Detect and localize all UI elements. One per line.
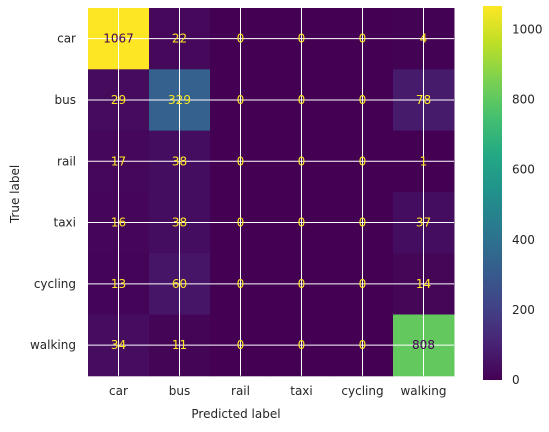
cell-value-label: 14 xyxy=(416,277,431,291)
cell-value-label: 1067 xyxy=(103,32,134,46)
colorbar-tick-label: 1000 xyxy=(512,22,543,36)
colorbar-ticks: 0 200 400 600 800 1000 xyxy=(512,22,543,387)
x-tick-label: bus xyxy=(169,384,190,398)
cell-value-label: 0 xyxy=(298,93,306,107)
cell-value-label: 0 xyxy=(359,277,367,291)
cell-value-label: 0 xyxy=(237,338,245,352)
cell-value-label: 0 xyxy=(237,216,245,230)
y-tick-label: taxi xyxy=(54,216,77,230)
heatmap-gridlines xyxy=(88,8,454,376)
cell-value-label: 0 xyxy=(359,32,367,46)
cell-value-label: 0 xyxy=(237,32,245,46)
cell-value-label: 38 xyxy=(172,216,187,230)
cell-value-label: 0 xyxy=(298,338,306,352)
cell-value-label: 808 xyxy=(412,338,435,352)
cell-value-label: 16 xyxy=(111,216,126,230)
cell-value-label: 0 xyxy=(237,277,245,291)
cell-value-label: 78 xyxy=(416,93,431,107)
x-tick-label: walking xyxy=(400,384,446,398)
cell-value-label: 0 xyxy=(359,93,367,107)
y-tick-label: rail xyxy=(57,154,76,168)
cell-value-label: 0 xyxy=(298,277,306,291)
cell-value-label: 13 xyxy=(111,277,126,291)
cell-value-label: 1 xyxy=(420,154,428,168)
cell-value-label: 4 xyxy=(420,32,428,46)
cell-value-label: 0 xyxy=(298,32,306,46)
cell-value-label: 0 xyxy=(359,216,367,230)
cell-value-label: 34 xyxy=(111,338,126,352)
cell-value-label: 29 xyxy=(111,93,126,107)
x-axis-ticks: car bus rail taxi cycling walking xyxy=(109,384,446,398)
cell-value-label: 0 xyxy=(359,338,367,352)
colorbar-tick-label: 800 xyxy=(512,93,535,107)
colorbar-tick-label: 400 xyxy=(512,233,535,247)
colorbar-tick-label: 200 xyxy=(512,303,535,317)
cell-value-label: 0 xyxy=(359,154,367,168)
x-tick-label: car xyxy=(109,384,128,398)
y-tick-label: car xyxy=(57,32,76,46)
cell-value-label: 60 xyxy=(172,277,187,291)
x-tick-label: cycling xyxy=(341,384,383,398)
colorbar xyxy=(483,6,502,380)
cell-value-label: 0 xyxy=(237,93,245,107)
cell-value-label: 0 xyxy=(237,154,245,168)
colorbar-tick-label: 600 xyxy=(512,163,535,177)
cell-value-label: 0 xyxy=(298,216,306,230)
cell-value-label: 37 xyxy=(416,216,431,230)
y-axis-label: True label xyxy=(8,165,22,224)
y-axis-ticks: car bus rail taxi cycling walking xyxy=(30,32,77,352)
cell-value-label: 38 xyxy=(172,154,187,168)
colorbar-tick-label: 0 xyxy=(512,373,520,387)
heatmap-cells xyxy=(88,8,455,377)
cell-value-label: 22 xyxy=(172,32,187,46)
y-tick-label: bus xyxy=(55,93,76,107)
cell-value-label: 17 xyxy=(111,154,126,168)
cell-value-label: 11 xyxy=(172,338,187,352)
x-axis-label: Predicted label xyxy=(191,407,280,421)
y-tick-label: walking xyxy=(30,338,76,352)
cell-value-label: 0 xyxy=(298,154,306,168)
x-tick-label: rail xyxy=(231,384,250,398)
x-tick-label: taxi xyxy=(290,384,313,398)
y-tick-label: cycling xyxy=(34,277,76,291)
cell-value-label: 329 xyxy=(168,93,191,107)
heatmap-cell-labels: 1067 22 0 0 0 4 29 329 0 0 0 78 17 38 0 0 0 1 16 38 0 0 0 37 13 6… xyxy=(103,32,435,352)
